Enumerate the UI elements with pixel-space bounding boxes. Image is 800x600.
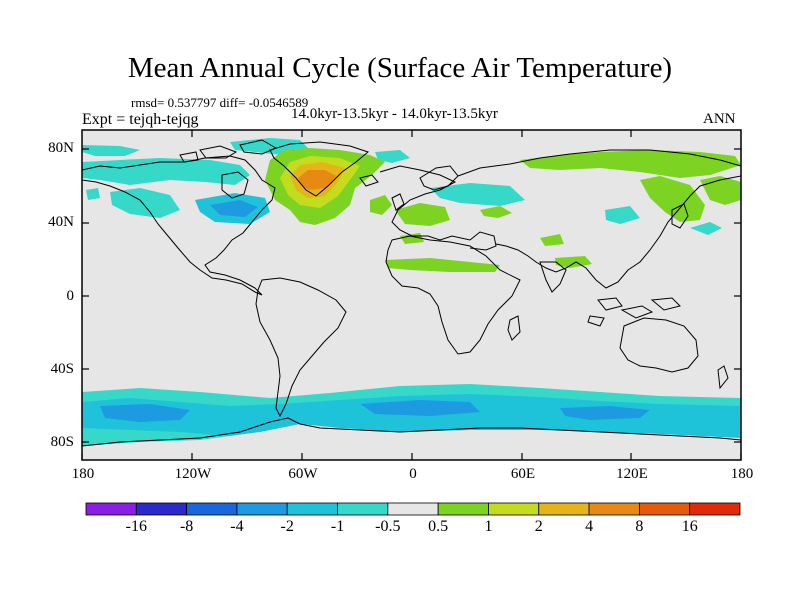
x-tick-label: 0	[409, 466, 417, 482]
colorbar-label: 16	[681, 518, 698, 535]
anomaly-patch-green	[555, 256, 592, 268]
period-text: 14.0kyr-13.5kyr - 14.0kyr-13.5kyr	[291, 106, 498, 122]
season-label: ANN	[703, 111, 736, 127]
x-tick-label: 180	[730, 466, 754, 482]
anomaly-patch-cyan	[82, 145, 140, 156]
coastline-africa	[385, 235, 521, 355]
colorbar-label: 2	[534, 518, 543, 535]
anomaly-patch-green	[520, 150, 741, 178]
coastline-greenland	[269, 141, 370, 197]
anomaly-patch-green	[385, 258, 500, 272]
anomaly-patch-cyan	[605, 206, 640, 224]
colorbar-label: -16	[125, 518, 147, 535]
anomaly-patch-cyan	[86, 188, 100, 200]
colorbar-label: -2	[280, 518, 294, 535]
coastline-madagascar	[507, 315, 521, 341]
anomaly-patch-blue	[560, 406, 650, 420]
y-tick-label: 0	[66, 288, 75, 304]
colorbar-label: -8	[179, 518, 194, 535]
anomaly-patch-green	[480, 206, 512, 218]
y-tick-label: 80N	[48, 140, 74, 156]
anomaly-patch-orange	[298, 170, 336, 190]
stats-text: rmsd= 0.537797 diff= -0.0546589	[131, 95, 309, 110]
coastline-iceland	[359, 174, 379, 187]
coastline-arctic-islands	[179, 139, 278, 163]
anomaly-patch-green	[395, 203, 450, 226]
anomaly-patch-green	[640, 176, 705, 222]
colorbar-swatch	[135, 502, 188, 516]
anomaly-fields	[82, 138, 741, 460]
coastline-asia	[457, 149, 742, 289]
anomaly-patch-cyan	[375, 150, 410, 163]
coastline-scandinavia	[419, 165, 459, 191]
colorbar-label: 4	[585, 518, 594, 535]
coastline-north-america	[81, 155, 276, 296]
colorbar-label: 8	[635, 518, 644, 535]
anomaly-patch-cyan	[82, 158, 250, 185]
colorbar-label: 0.5	[428, 518, 449, 535]
coastline-hudson-bay	[221, 171, 249, 199]
colorbar	[85, 502, 741, 516]
colorbar-label: -0.5	[375, 518, 401, 535]
coastline-south-america	[255, 277, 347, 418]
anomaly-patch-blue	[100, 404, 190, 422]
colorbar-label: 1	[484, 518, 493, 535]
coastline-antarctica	[81, 417, 742, 447]
coastline-uk	[391, 193, 405, 211]
colorbar-swatch	[236, 502, 288, 516]
map-title: Mean Annual Cycle (Surface Air Temperatu…	[127, 52, 673, 84]
colorbar-swatch	[538, 502, 590, 516]
anomaly-patch-neutral	[82, 424, 741, 460]
y-tick-label: 40S	[50, 361, 74, 377]
anomaly-patch-blue	[210, 200, 258, 217]
colorbar-swatch	[337, 502, 389, 516]
anomaly-patch-cyan	[110, 188, 180, 218]
anomaly-patch-cyan	[690, 222, 722, 235]
map-frame	[81, 129, 742, 461]
colorbar-swatch	[437, 502, 489, 516]
anomaly-patch-blue	[360, 400, 480, 416]
coastline-new-zealand	[717, 365, 729, 390]
coastline-india	[539, 261, 567, 293]
colorbar-swatch	[638, 502, 691, 516]
coastline-europe	[379, 165, 497, 251]
coastlines	[81, 139, 742, 447]
axis-ticks	[81, 130, 742, 460]
coastline-japan	[671, 203, 689, 229]
x-tick-label: 180	[71, 466, 95, 482]
colorbar-swatch	[286, 502, 338, 516]
coastline-australia	[619, 317, 699, 373]
colorbar-swatch	[387, 502, 439, 516]
colorbar-swatch	[186, 502, 238, 516]
colorbar-swatch	[689, 502, 741, 516]
y-tick-label: 80S	[50, 434, 74, 450]
x-tick-label: 120E	[616, 466, 648, 482]
colorbar-swatch	[588, 502, 640, 516]
coastline-indonesia	[587, 297, 681, 327]
anomaly-patch-green	[540, 234, 564, 246]
x-tick-label: 60W	[288, 466, 318, 482]
anomaly-patch-green	[370, 195, 392, 215]
colorbar-swatch	[488, 502, 540, 516]
experiment-label: Expt = tejqh-tejqg	[82, 111, 199, 128]
y-tick-label: 40N	[48, 214, 74, 230]
colorbar-label: -1	[330, 518, 345, 535]
colorbar-label: -4	[230, 518, 244, 535]
x-tick-label: 60E	[510, 466, 536, 482]
colorbar-swatch	[85, 502, 137, 516]
anomaly-patch-cyan	[430, 183, 525, 206]
x-tick-label: 120W	[174, 466, 212, 482]
